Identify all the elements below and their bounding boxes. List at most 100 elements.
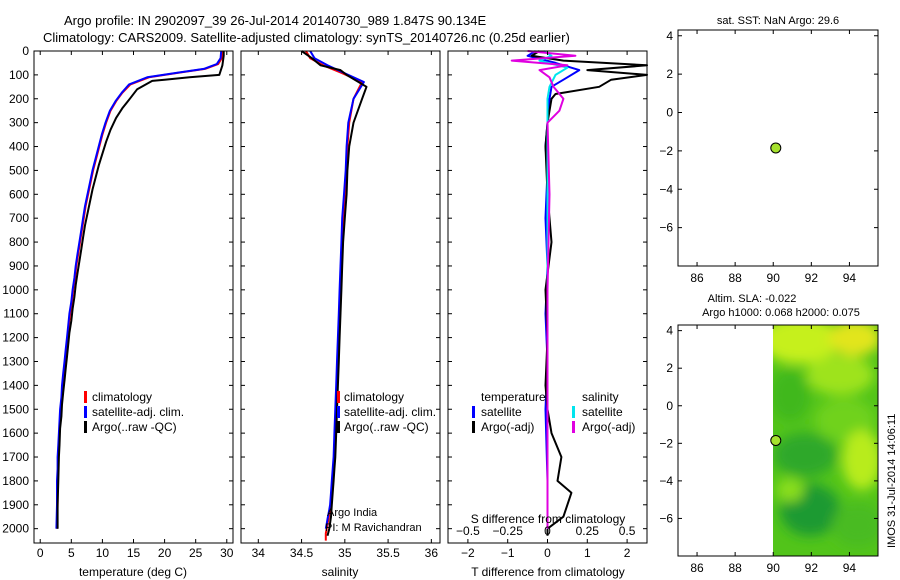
x-tick-label: −2 [461,546,475,560]
sla-map-title-line2: Argo h1000: 0.068 h2000: 0.075 [702,307,860,319]
legend-label-argo: Argo(..raw -QC) [92,420,177,434]
salinity-panel: 34 34.5 35 35.5 36 salinity climatology sate… [240,50,441,579]
argo-position-marker [770,142,782,154]
temperature-panel: 0 5 10 15 20 25 300100200300400500600700800900… [2,44,233,579]
sla-map-ticks: 86 88 90 92 94 4 2 0 −2 −4 −6 [659,324,878,575]
y-tick-label: 2000 [2,522,29,536]
legend-swatch-satellite [337,406,340,418]
x-tick-label: 90 [767,561,781,575]
heatmap-blob [773,369,810,421]
x2-tick-label: 0 [544,524,551,538]
x-tick-label: 94 [843,271,857,285]
x-tick-label: 0 [544,546,551,560]
series-line-satellite-adj-clim- [55,50,223,529]
legend-swatch-climatology [84,391,87,403]
y-tick-label: 100 [9,68,29,82]
series-line-climatology [56,50,224,529]
sla-map-plot-area [770,434,782,446]
y-tick-label: 4 [666,29,673,43]
y-tick-label: −6 [659,221,673,235]
y-tick-label: 0 [666,399,673,413]
salinity-annotation-line1: Argo India [327,507,378,519]
y-tick-label: 1200 [2,331,29,345]
y-tick-label: 400 [9,140,29,154]
figure-title-line2: Climatology: CARS2009. Satellite-adjuste… [43,30,570,45]
series-line-salinity-satellite [538,50,569,529]
legend-label-climatology: climatology [92,390,152,404]
sst-map-title: sat. SST: NaN Argo: 29.6 [717,15,839,27]
sst-map-ticks: 86 88 90 92 94 4 2 0 −2 −4 −6 [659,29,878,285]
x-tick-label: 5 [68,546,75,560]
x-tick-label: 34.5 [290,546,314,560]
heatmap-blob [773,325,840,364]
y-tick-label: −4 [659,474,673,488]
y-tick-label: 300 [9,116,29,130]
series-line-satellite-adj-clim- [309,50,365,529]
temperature-axes [33,50,234,544]
x-tick-label: 92 [805,271,819,285]
y-tick-label: 1800 [2,474,29,488]
legend-label-temp-argo: Argo(-adj) [481,420,534,434]
y-tick-label: 800 [9,235,29,249]
sst-map-plot-area [770,142,782,154]
x-tick-label: 10 [96,546,110,560]
legend-label-temp-satellite: satellite [481,405,522,419]
x2-tick-label: 0.5 [619,524,636,538]
y-tick-label: −4 [659,182,673,196]
legend-title-temperature: temperature [481,390,546,404]
y-tick-label: 1000 [2,283,29,297]
sla-map-axes [677,324,879,557]
series-line-argo-raw-qc- [56,51,225,529]
legend-title-salinity: salinity [582,390,619,404]
x-tick-label: 86 [690,271,704,285]
legend-swatch-temp-satellite [472,406,475,418]
y-tick-label: 700 [9,211,29,225]
legend-swatch-satellite [84,406,87,418]
y-tick-label: 0 [666,106,673,120]
difference-plot-area [510,50,648,536]
heatmap-blob [832,503,878,547]
x-tick-label: −1 [501,546,515,560]
y-tick-label: 1700 [2,450,29,464]
sst-map-axes [677,29,879,267]
sla-map-title-line1: Altim. SLA: -0.022 [708,293,797,305]
salinity-xlabel: salinity [322,565,359,579]
x-tick-label: 1 [584,546,591,560]
y-tick-label: 600 [9,187,29,201]
y-tick-label: 200 [9,92,29,106]
x-tick-label: 88 [728,271,742,285]
legend-swatch-argo [337,421,340,433]
heatmap-blob [776,478,804,502]
legend-swatch-sal-satellite [572,406,575,418]
y-tick-label: 2 [666,67,673,81]
temperature-plot-area [55,50,225,529]
y-tick-label: 900 [9,259,29,273]
salinity-annotation-line2: PI: M Ravichandran [325,522,422,534]
y-tick-label: −6 [659,511,673,525]
legend-swatch-argo [84,421,87,433]
difference-xlabel: T difference from climatology [471,565,625,579]
x-tick-label: 35.5 [376,546,400,560]
salinity-ticks: 34 34.5 35 35.5 36 [241,50,440,560]
heatmap-blob [842,430,878,490]
figure-title-line1: Argo profile: IN 2902097_39 26-Jul-2014 … [64,13,486,28]
y-tick-label: 1300 [2,354,29,368]
y-tick-label: 2 [666,361,673,375]
legend-label-argo: Argo(..raw -QC) [344,420,429,434]
legend-swatch-temp-argo [472,421,475,433]
y-tick-label: −2 [659,144,673,158]
x-tick-label: 94 [843,561,857,575]
legend-label-sal-argo: Argo(-adj) [582,420,635,434]
sla-map-panel: Altim. SLA: -0.022 Argo h1000: 0.068 h20… [659,293,879,575]
x-tick-label: 25 [189,546,203,560]
legend-swatch-sal-argo [572,421,575,433]
temperature-ticks: 0 5 10 15 20 25 300100200300400500600700800900… [2,44,233,560]
imos-timestamp-label: IMOS 31-Jul-2014 14:06:11 [886,414,898,548]
series-line-temperature-argo-adj- [530,50,648,536]
temperature-legend: climatology satellite-adj. clim. Argo(..… [84,390,184,434]
y-tick-label: 1600 [2,426,29,440]
salinity-axes [240,50,441,544]
x2-tick-label: −0.25 [493,524,524,538]
legend-swatch-climatology [337,391,340,403]
x-tick-label: 92 [805,561,819,575]
